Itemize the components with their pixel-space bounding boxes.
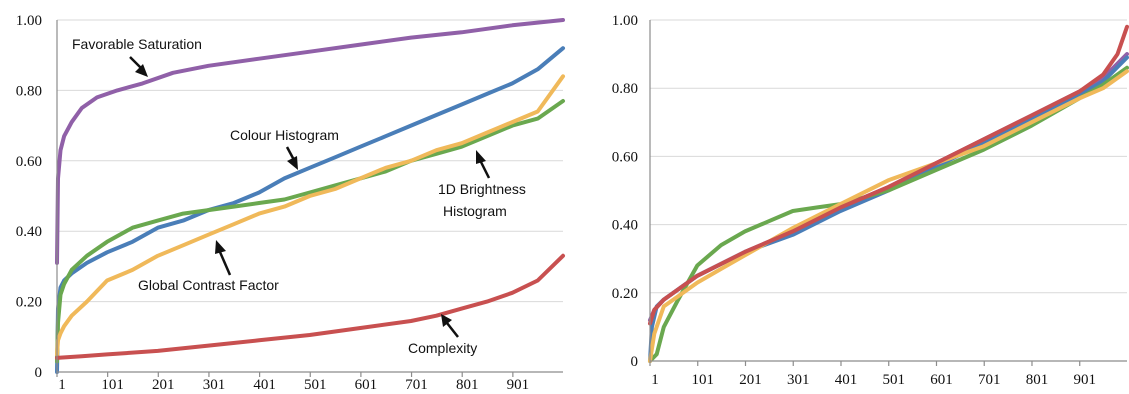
series-line-4	[55, 253, 565, 360]
y-tick-label: 1.00	[612, 13, 638, 29]
series-line-3	[648, 69, 1129, 363]
x-tick-label: 601	[355, 377, 378, 393]
x-tick-label: 1	[651, 372, 659, 388]
y-tick-label: 0.40	[612, 218, 638, 234]
x-tick-label: 401	[253, 377, 276, 393]
series-line-3	[55, 74, 565, 357]
arrow-1d-brightness	[476, 150, 491, 179]
x-tick-label: 301	[787, 372, 810, 388]
arrow-global-contrast-factor	[215, 240, 232, 276]
x-tick-label: 601	[930, 372, 953, 388]
x-tick-label: 901	[507, 377, 530, 393]
arrow-colour-histogram	[285, 146, 298, 170]
chart-left: 0 0.20 0.40 0.60 0.80 1.00 1 101 201 301 401 501 601…	[16, 13, 565, 393]
x-tick-label: 801	[1026, 372, 1049, 388]
series-line-2	[648, 65, 1129, 363]
x-tick-label: 201	[739, 372, 762, 388]
x-tick-label: 101	[691, 372, 714, 388]
y-tick-label: 0.80	[612, 81, 638, 97]
y-tick-label: 0.40	[16, 224, 42, 240]
y-tick-label: 0.60	[612, 149, 638, 165]
x-tick-label: 201	[152, 377, 175, 393]
x-tick-label: 1	[58, 377, 66, 393]
arrow-complexity	[441, 314, 459, 338]
x-tick-label: 701	[978, 372, 1001, 388]
annotation-1d-brightness: 1D Brightness	[438, 181, 526, 197]
x-tick-label: 501	[882, 372, 905, 388]
y-tick-label: 0.60	[16, 154, 42, 170]
arrow-favorable-saturation	[129, 56, 148, 77]
y-tick-label: 0.20	[16, 295, 42, 311]
y-tick-label: 0.20	[612, 286, 638, 302]
annotation-complexity: Complexity	[408, 340, 477, 356]
y-tick-label: 1.00	[16, 13, 42, 29]
y-tick-label: 0.80	[16, 83, 42, 99]
x-tick-label: 401	[835, 372, 858, 388]
x-tick-label: 501	[304, 377, 327, 393]
x-tick-label: 301	[203, 377, 226, 393]
x-tick-label: 101	[101, 377, 124, 393]
x-tick-label: 701	[405, 377, 428, 393]
chart-right: 0 0.20 0.40 0.60 0.80 1.00 1 101 201 301 401 501 601…	[612, 13, 1129, 388]
x-tick-label: 901	[1073, 372, 1096, 388]
annotation-global-contrast-factor: Global Contrast Factor	[138, 277, 279, 293]
y-tick-label: 0	[35, 365, 43, 381]
series-line-2	[55, 99, 565, 364]
x-tick-label: 801	[456, 377, 479, 393]
annotation-colour-histogram: Colour Histogram	[230, 127, 339, 143]
series-line-4	[648, 24, 1129, 326]
annotation-favorable-saturation: Favorable Saturation	[72, 36, 202, 52]
y-tick-label: 0	[631, 354, 639, 370]
series-line-0	[55, 18, 565, 265]
annotation-histogram: Histogram	[443, 203, 507, 219]
